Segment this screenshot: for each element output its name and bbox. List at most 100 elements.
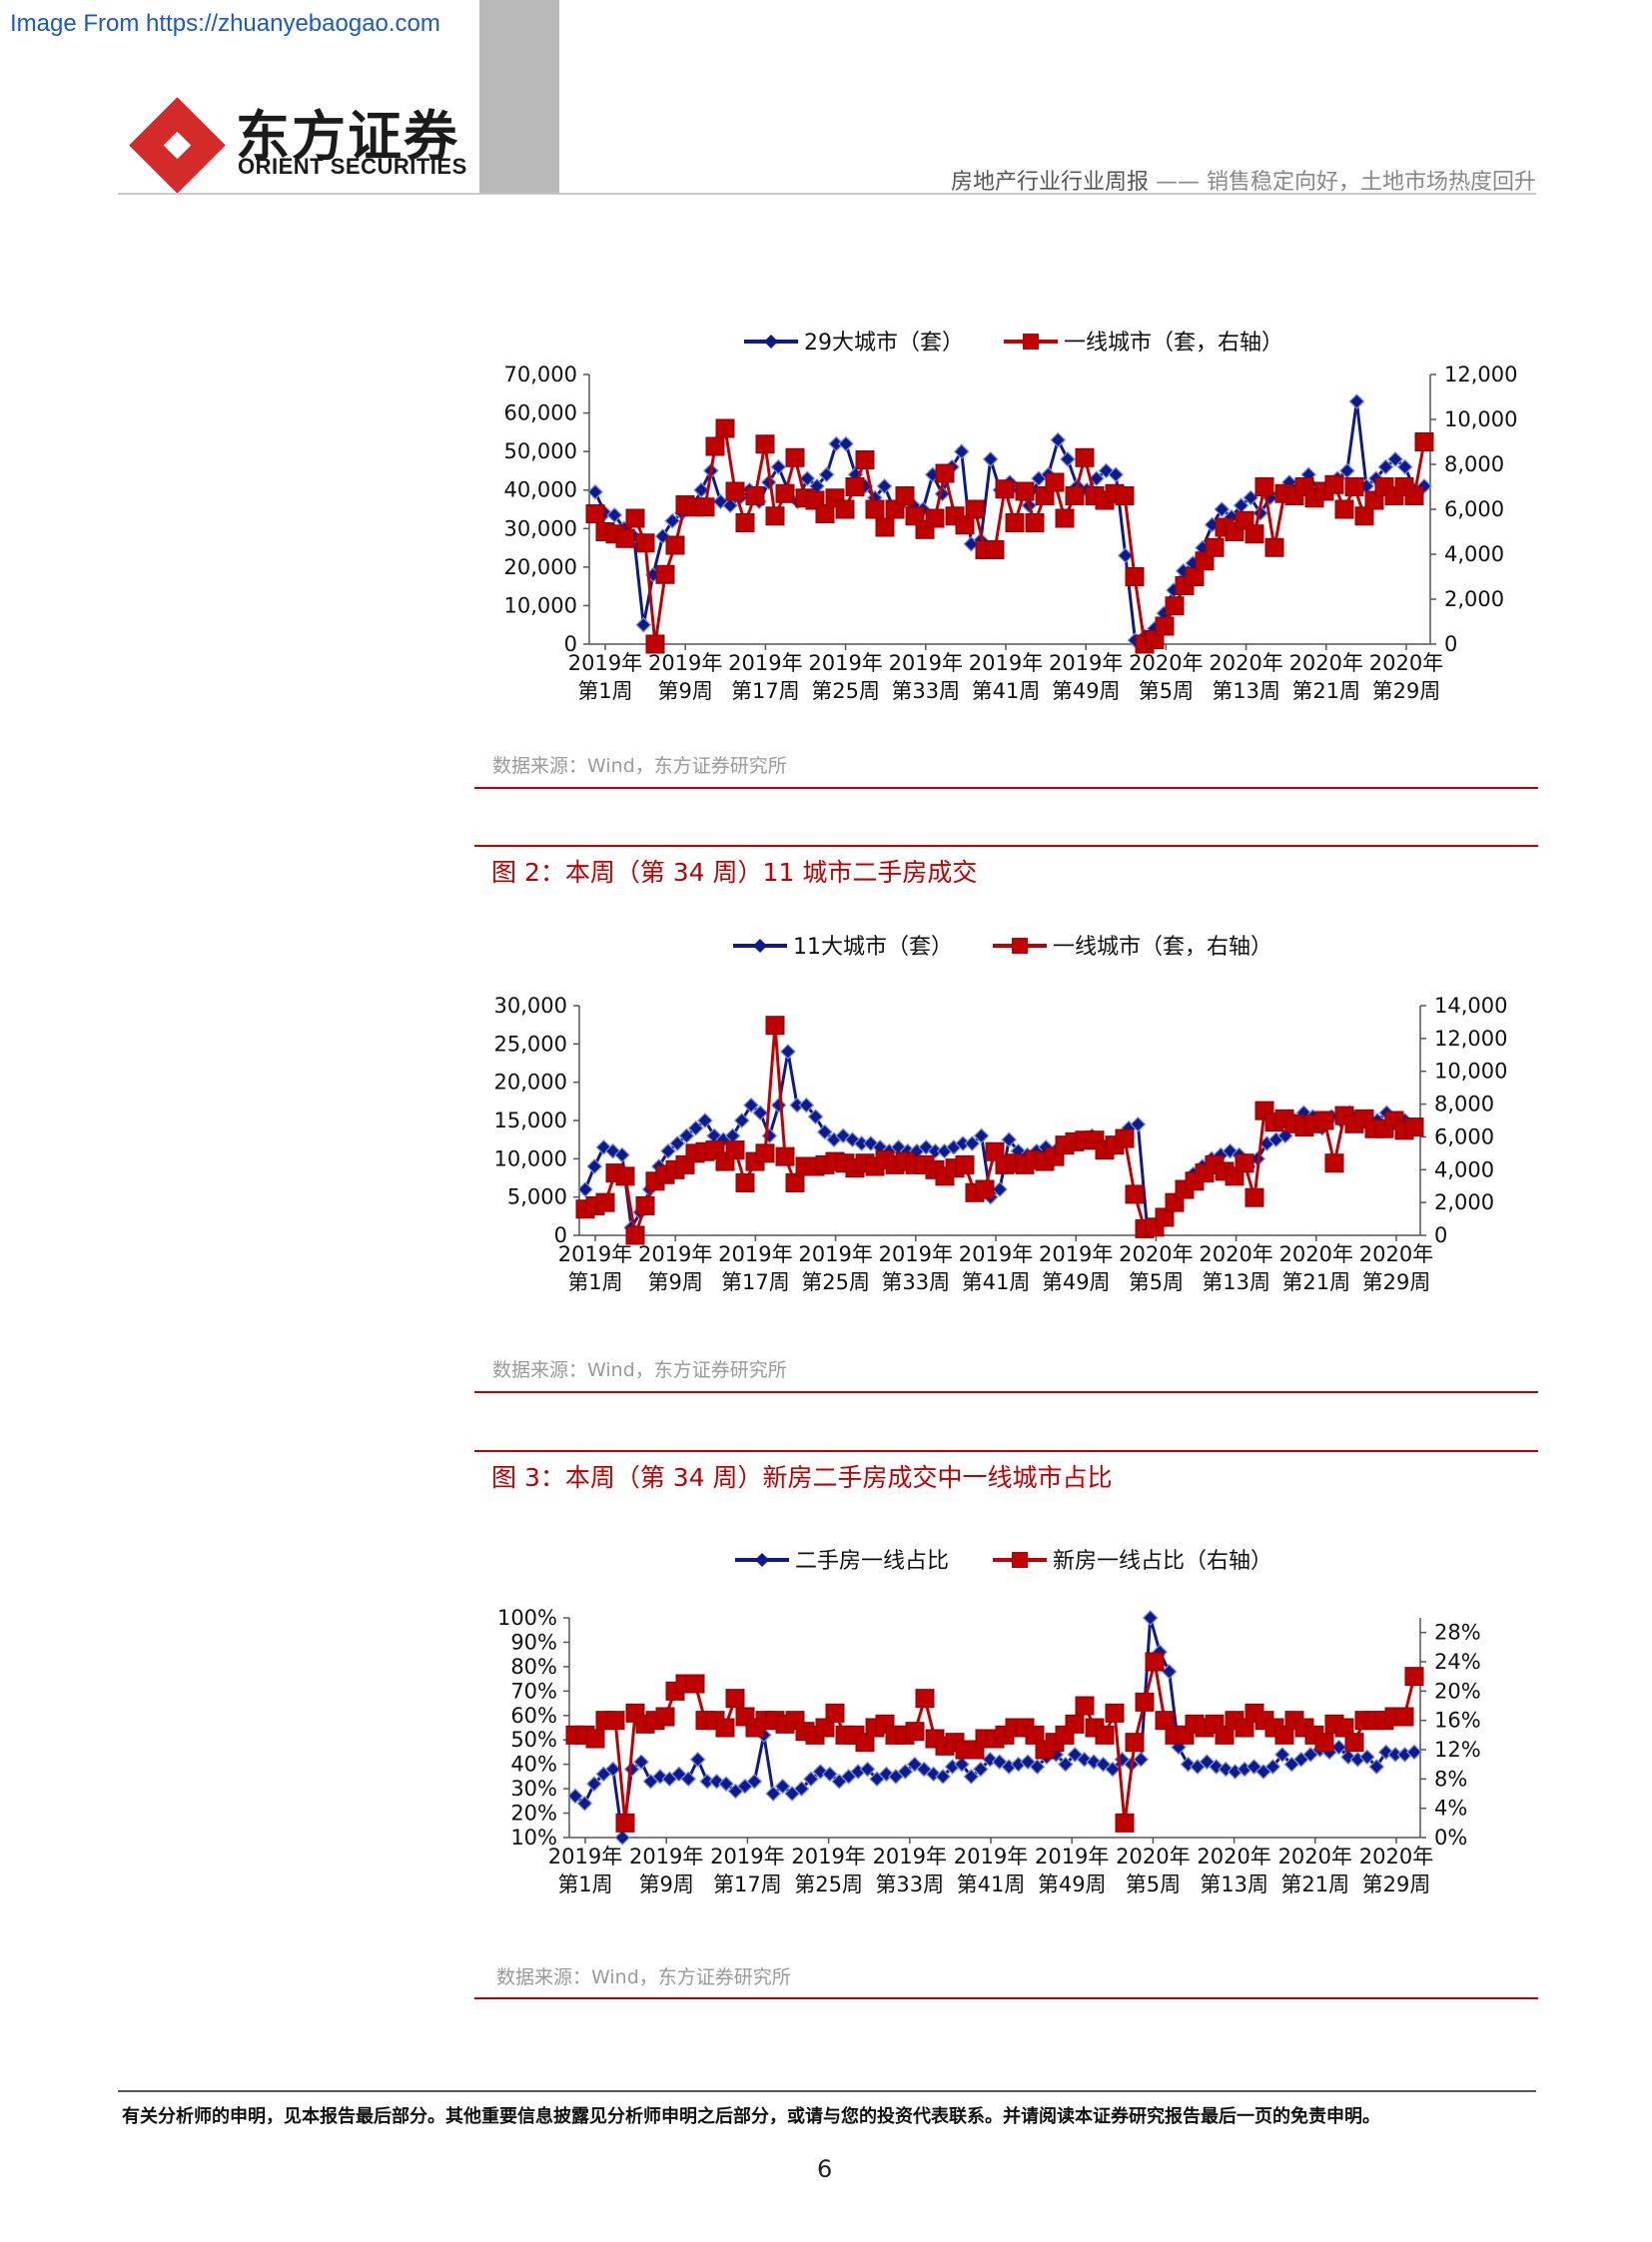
- header-divider: [118, 193, 1536, 195]
- left-tick-label: 30,000: [494, 994, 567, 1018]
- data-point-square: [1155, 1711, 1175, 1731]
- left-tick-label: 90%: [510, 1630, 557, 1654]
- x-tick-year-label: 2019年: [954, 1845, 1028, 1868]
- data-point-square: [1045, 472, 1065, 492]
- x-tick-week-label: 第49周: [1038, 1872, 1107, 1896]
- chart3-top-rule: [474, 1450, 1538, 1452]
- legend-label: 二手房一线占比: [795, 1549, 949, 1574]
- data-point-square: [775, 483, 795, 503]
- x-tick-week-label: 第13周: [1212, 679, 1280, 703]
- data-point-square: [1414, 432, 1434, 451]
- x-tick-week-label: 第33周: [891, 679, 960, 703]
- data-point-square: [1055, 508, 1075, 528]
- chart2-bottom-rule: [474, 1391, 1538, 1393]
- x-tick-week-label: 第5周: [1129, 1270, 1184, 1294]
- data-point-diamond: [1060, 451, 1076, 467]
- data-point-square: [935, 463, 955, 483]
- data-point-square: [625, 1225, 645, 1245]
- x-tick-week-label: 第17周: [713, 1872, 782, 1896]
- data-point-diamond: [1117, 547, 1134, 564]
- data-point-square: [1235, 1718, 1254, 1738]
- legend-label: 一线城市（套，右轴）: [1064, 331, 1283, 356]
- right-tick-label: 2,000: [1444, 587, 1504, 611]
- data-point-square: [865, 499, 885, 519]
- data-point-square: [755, 1143, 775, 1163]
- data-point-square: [825, 1703, 845, 1723]
- x-tick-year-label: 2020年: [1359, 1845, 1433, 1868]
- data-point-diamond: [752, 1105, 769, 1121]
- data-point-diamond: [1089, 470, 1105, 486]
- x-tick-year-label: 2020年: [1279, 1242, 1353, 1266]
- data-point-square: [1324, 474, 1344, 494]
- x-tick-year-label: 2019年: [629, 1845, 703, 1868]
- data-point-diamond: [1264, 1759, 1281, 1775]
- data-point-square: [1145, 1652, 1165, 1672]
- data-point-diamond: [1396, 458, 1413, 475]
- x-tick-year-label: 2019年: [558, 1242, 632, 1266]
- data-point-diamond: [1029, 1759, 1046, 1775]
- left-tick-label: 10,000: [504, 593, 577, 617]
- right-tick-label: 12,000: [1434, 1027, 1507, 1051]
- data-point-square: [1334, 1718, 1354, 1738]
- x-tick-week-label: 第1周: [567, 1270, 622, 1294]
- data-point-square: [585, 504, 605, 523]
- data-point-square: [895, 486, 915, 505]
- data-point-diamond: [1330, 1739, 1347, 1756]
- data-point-diamond: [604, 1761, 621, 1778]
- data-point-square: [995, 479, 1015, 499]
- data-point-diamond: [614, 1146, 630, 1163]
- chart3-title: 图 3：本周（第 34 周）新房二手房成交中一线城市占比: [491, 1463, 1113, 1492]
- left-tick-label: 15,000: [494, 1109, 567, 1132]
- left-tick-label: 30,000: [504, 516, 577, 540]
- data-point-square: [1115, 1813, 1135, 1833]
- data-point-diamond: [1387, 451, 1403, 467]
- data-point-diamond: [807, 1109, 824, 1125]
- left-tick-label: 10%: [510, 1826, 557, 1850]
- x-tick-week-label: 第49周: [1052, 679, 1121, 703]
- watermark-text[interactable]: Image From https://zhuanyebaogao.com: [10, 10, 440, 37]
- x-tick-week-label: 第29周: [1372, 679, 1441, 703]
- data-point-square: [1125, 567, 1145, 586]
- x-tick-year-label: 2019年: [959, 1242, 1033, 1266]
- x-tick-year-label: 2019年: [873, 1845, 947, 1868]
- x-tick-week-label: 第9周: [648, 1270, 703, 1294]
- data-point-square: [1344, 1733, 1364, 1753]
- x-tick-year-label: 2019年: [638, 1242, 712, 1266]
- data-point-square: [1115, 486, 1135, 505]
- data-point-square: [1254, 477, 1274, 496]
- data-point-square: [595, 1192, 615, 1212]
- data-point-square: [1105, 1703, 1125, 1723]
- data-point-diamond: [1133, 1751, 1150, 1768]
- x-tick-week-label: 第1周: [577, 679, 632, 703]
- legend-marker-square: [1023, 334, 1039, 350]
- right-tick-label: 6,000: [1444, 497, 1504, 521]
- data-point-square: [1404, 1667, 1424, 1687]
- legend-marker-square: [1012, 1552, 1028, 1568]
- data-point-diamond: [935, 1769, 951, 1785]
- left-tick-label: 0: [554, 1223, 567, 1247]
- data-point-diamond: [799, 470, 816, 486]
- data-point-square: [725, 481, 745, 501]
- left-tick-label: 50%: [510, 1728, 557, 1752]
- data-point-square: [1354, 506, 1374, 526]
- data-point-square: [915, 1689, 935, 1709]
- data-point-diamond: [793, 1781, 810, 1797]
- right-tick-label: 4,000: [1444, 542, 1504, 566]
- right-tick-label: 2,000: [1434, 1190, 1494, 1214]
- data-point-square: [1155, 616, 1175, 636]
- data-point-diamond: [972, 1761, 989, 1778]
- logo-chinese-name: 东方证券: [236, 105, 459, 168]
- data-point-square: [725, 1689, 745, 1709]
- footer-disclaimer: 有关分析师的申明，见本报告最后部分。其他重要信息披露见分析师申明之后部分，或请与…: [122, 2106, 1380, 2127]
- left-tick-label: 10,000: [494, 1146, 567, 1170]
- left-tick-label: 70,000: [504, 363, 577, 386]
- x-tick-week-label: 第13周: [1200, 1872, 1268, 1896]
- data-point-diamond: [1368, 1759, 1385, 1775]
- data-point-diamond: [876, 478, 893, 494]
- data-point-square: [695, 497, 715, 517]
- right-tick-label: 12%: [1434, 1738, 1481, 1762]
- chart3-source: 数据来源：Wind，东方证券研究所: [496, 1966, 791, 1988]
- data-point-square: [1075, 1696, 1095, 1716]
- chart-11-cities-resale: 0 5,000 10,000 15,000 20,000 25,000 30,000 0 2,0…: [494, 935, 1508, 1294]
- chart2-title: 图 2：本周（第 34 周）11 城市二手房成交: [491, 858, 978, 887]
